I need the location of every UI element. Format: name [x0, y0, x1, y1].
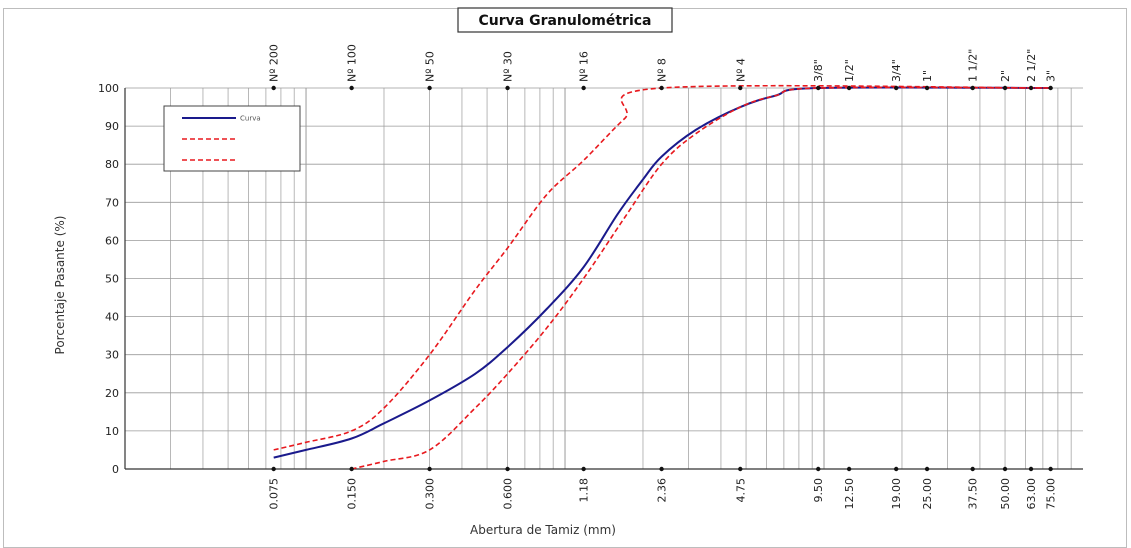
legend-entry-label: Curva [240, 115, 261, 123]
sieve-name-label: Nº 30 [502, 51, 515, 82]
sieve-opening-label: 0.600 [502, 478, 515, 510]
sieve-name-label: Nº 16 [578, 51, 591, 82]
sieve-name-label: Nº 8 [656, 58, 669, 82]
legend: Curva [163, 105, 301, 172]
sieve-opening-label: 19.00 [890, 478, 903, 510]
sieve-bottom-marker [271, 466, 276, 472]
sieve-name-label: 1" [921, 70, 934, 82]
sieve-top-marker [924, 85, 930, 91]
sieve-opening-label: 50.00 [999, 478, 1012, 510]
sieve-top-marker [816, 85, 821, 91]
sieve-top-marker [846, 85, 852, 91]
sieve-top-marker [738, 85, 743, 91]
sieve-top-marker [970, 85, 975, 91]
sieve-opening-label: 1.18 [578, 478, 591, 503]
y-tick-label: 20 [105, 387, 119, 400]
y-tick-label: 30 [105, 349, 119, 362]
sieve-bottom-marker [894, 466, 899, 472]
sieve-name-label: Nº 50 [424, 51, 437, 82]
series-layer [273, 84, 1051, 470]
sieve-name-label: Nº 200 [268, 44, 281, 82]
sieve-bottom-marker [505, 466, 510, 472]
y-tick-label: 90 [105, 120, 119, 133]
series-line-limit-1 [273, 84, 1051, 451]
sieve-bottom-marker [1048, 466, 1053, 472]
sieve-top-marker [349, 85, 354, 91]
sieve-top-marker [505, 85, 510, 91]
sieve-opening-label: 63.00 [1025, 478, 1038, 510]
sieve-bottom-marker [816, 466, 821, 472]
chart-title: Curva Granulométrica [478, 13, 651, 29]
y-axis-label: Porcentaje Pasante (%) [53, 216, 67, 355]
sieve-top-marker [1028, 85, 1034, 91]
title-frame [457, 7, 673, 33]
y-tick-label: 70 [105, 196, 119, 209]
sieve-top-marker [271, 85, 276, 91]
sieve-opening-label: 75.00 [1045, 478, 1058, 510]
sieve-bottom-marker [1002, 466, 1008, 472]
x-axis-label: Abertura de Tamiz (mm) [470, 523, 616, 537]
sieve-bottom-marker [659, 466, 664, 472]
sieve-opening-label: 0.075 [268, 478, 281, 510]
sieve-top-marker [427, 85, 432, 91]
sieve-opening-label: 9.50 [812, 478, 825, 503]
sieve-bottom-marker [970, 466, 975, 472]
y-tick-label: 10 [105, 425, 119, 438]
sieve-top-marker [581, 85, 586, 91]
sieve-name-label: 1/2" [843, 59, 856, 82]
series-line-limit-2 [351, 86, 1051, 470]
y-tick-label: 80 [105, 158, 119, 171]
label-layer: 0 10 20 30 40 50 60 70 80 90 100 Nº 200 0.075 Nº 100 0… [98, 44, 1058, 509]
y-tick-label: 100 [98, 82, 119, 95]
grid-layer [124, 87, 1083, 470]
sieve-opening-label: 2.36 [656, 478, 669, 503]
sieve-name-label: 1 1/2" [967, 49, 980, 82]
y-tick-label: 0 [112, 463, 119, 476]
sieve-bottom-marker [924, 466, 930, 472]
sieve-name-label: Nº 4 [734, 58, 747, 82]
sieve-opening-label: 37.50 [967, 478, 980, 510]
sieve-bottom-marker [427, 466, 432, 472]
sieve-name-label: 3/4" [890, 59, 903, 82]
y-tick-label: 50 [105, 273, 119, 286]
sieve-opening-label: 25.00 [921, 478, 934, 510]
marker-layer [271, 85, 1053, 472]
y-tick-label: 60 [105, 234, 119, 247]
sieve-name-label: 2 1/2" [1025, 49, 1038, 82]
sieve-opening-label: 12.50 [843, 478, 856, 510]
sieve-bottom-marker [581, 466, 586, 472]
y-tick-label: 40 [105, 311, 119, 324]
sieve-top-marker [1002, 85, 1008, 91]
sieve-top-marker [894, 85, 899, 91]
sieve-name-label: 2" [999, 70, 1012, 82]
sieve-name-label: 3" [1045, 70, 1058, 82]
sieve-top-marker [1048, 85, 1053, 91]
sieve-top-marker [659, 85, 664, 91]
sieve-bottom-marker [846, 466, 852, 472]
chart-title-box: Curva Granulométrica [457, 7, 673, 33]
sieve-name-label: Nº 100 [346, 44, 359, 82]
sieve-opening-label: 0.300 [424, 478, 437, 510]
sieve-bottom-marker [349, 466, 354, 472]
sieve-opening-label: 4.75 [734, 478, 747, 503]
sieve-opening-label: 0.150 [346, 478, 359, 510]
sieve-bottom-marker [1028, 466, 1034, 472]
sieve-bottom-marker [738, 466, 743, 472]
sieve-name-label: 3/8" [812, 59, 825, 82]
